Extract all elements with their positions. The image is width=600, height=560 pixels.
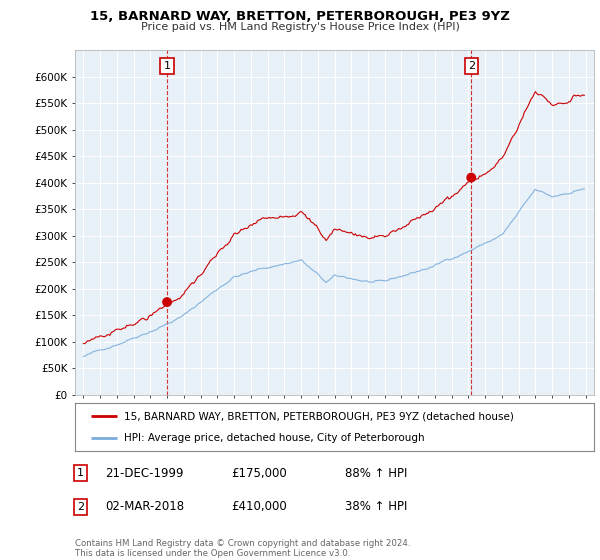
Text: 02-MAR-2018: 02-MAR-2018 xyxy=(105,500,184,514)
Text: Contains HM Land Registry data © Crown copyright and database right 2024.
This d: Contains HM Land Registry data © Crown c… xyxy=(75,539,410,558)
Text: 2: 2 xyxy=(77,502,84,512)
Text: 88% ↑ HPI: 88% ↑ HPI xyxy=(345,466,407,480)
Text: 1: 1 xyxy=(164,61,170,71)
Point xyxy=(466,173,476,182)
Point xyxy=(162,297,172,306)
Text: 21-DEC-1999: 21-DEC-1999 xyxy=(105,466,184,480)
Text: 1: 1 xyxy=(77,468,84,478)
Text: £175,000: £175,000 xyxy=(231,466,287,480)
Text: Price paid vs. HM Land Registry's House Price Index (HPI): Price paid vs. HM Land Registry's House … xyxy=(140,22,460,32)
Text: 2: 2 xyxy=(467,61,475,71)
Text: 15, BARNARD WAY, BRETTON, PETERBOROUGH, PE3 9YZ: 15, BARNARD WAY, BRETTON, PETERBOROUGH, … xyxy=(90,10,510,23)
Text: 38% ↑ HPI: 38% ↑ HPI xyxy=(345,500,407,514)
Text: £410,000: £410,000 xyxy=(231,500,287,514)
Text: HPI: Average price, detached house, City of Peterborough: HPI: Average price, detached house, City… xyxy=(124,433,425,443)
Text: 15, BARNARD WAY, BRETTON, PETERBOROUGH, PE3 9YZ (detached house): 15, BARNARD WAY, BRETTON, PETERBOROUGH, … xyxy=(124,411,514,421)
